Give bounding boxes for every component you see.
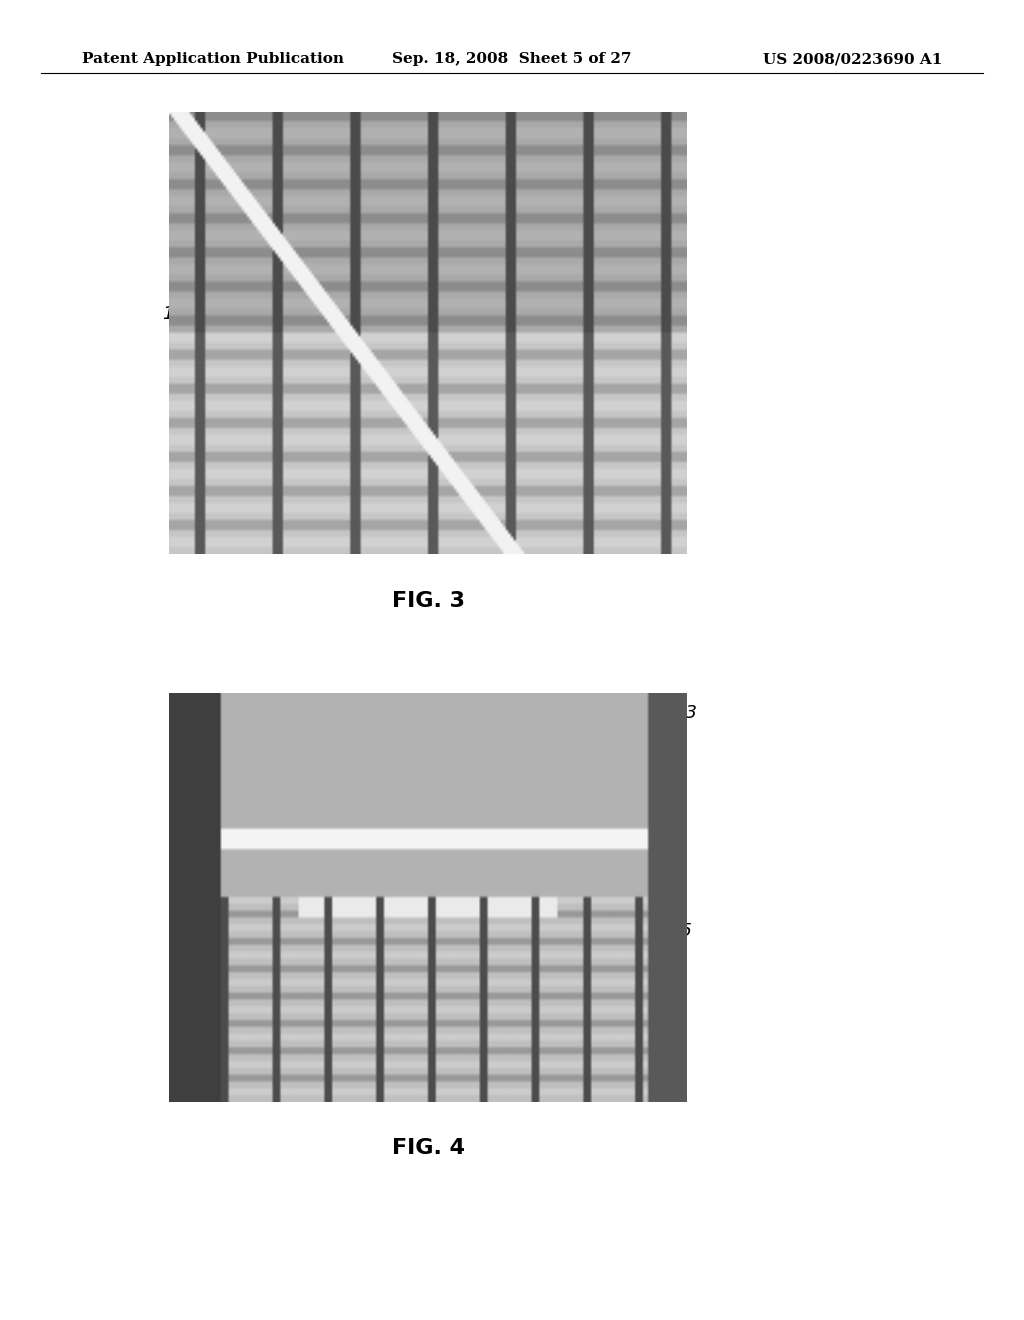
- Text: 37: 37: [555, 997, 578, 1035]
- Text: 26: 26: [352, 379, 379, 409]
- Text: 40: 40: [453, 191, 475, 249]
- Text: 15: 15: [665, 376, 687, 405]
- Text: 38: 38: [411, 997, 433, 1035]
- Text: 40: 40: [340, 997, 362, 1035]
- Text: 12: 12: [163, 305, 206, 341]
- Text: US 2008/0223690 A1: US 2008/0223690 A1: [763, 53, 942, 66]
- Text: 27: 27: [185, 822, 214, 842]
- Text: Patent Application Publication: Patent Application Publication: [82, 53, 344, 66]
- Text: 36: 36: [308, 997, 331, 1035]
- Text: 32: 32: [501, 800, 523, 830]
- Text: FIG. 4: FIG. 4: [391, 1138, 465, 1159]
- Text: 15: 15: [669, 916, 692, 940]
- Text: 37: 37: [370, 997, 392, 1035]
- Text: 39: 39: [303, 833, 326, 861]
- Text: Sep. 18, 2008  Sheet 5 of 27: Sep. 18, 2008 Sheet 5 of 27: [392, 53, 632, 66]
- Text: 13: 13: [407, 226, 430, 273]
- Text: 38: 38: [245, 997, 267, 1035]
- Text: 27: 27: [232, 380, 275, 420]
- Text: 32: 32: [379, 195, 423, 253]
- Text: 13: 13: [673, 704, 697, 735]
- Text: FIG. 3: FIG. 3: [391, 590, 465, 611]
- Text: 36: 36: [490, 998, 513, 1035]
